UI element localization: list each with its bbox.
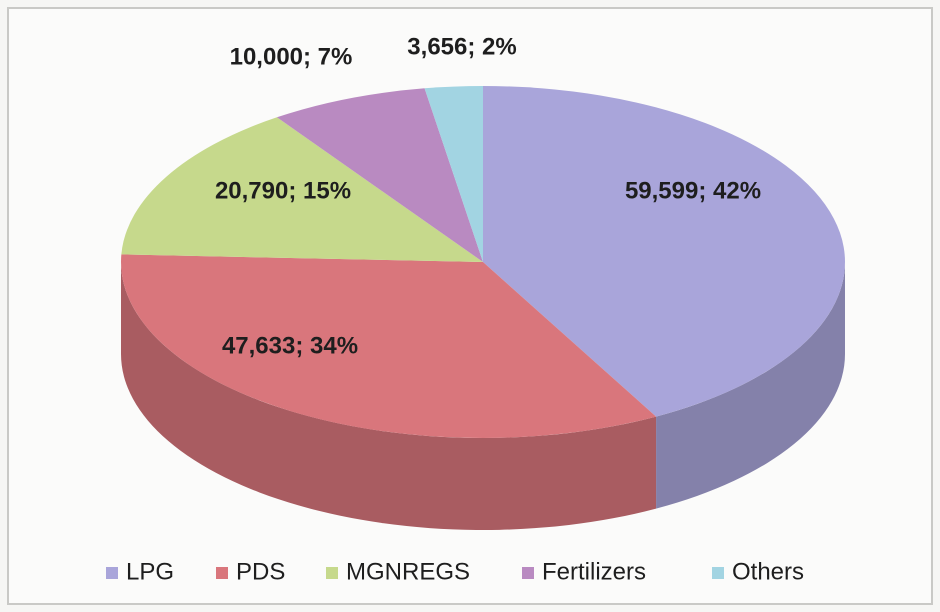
- legend-label: MGNREGS: [346, 558, 470, 585]
- slice-side: [656, 262, 845, 509]
- legend-label: PDS: [236, 558, 285, 585]
- slice: [424, 86, 483, 262]
- legend-label: Fertilizers: [542, 558, 646, 585]
- legend-swatch: [106, 567, 118, 579]
- legend-swatch: [216, 567, 228, 579]
- legend-swatch: [712, 567, 724, 579]
- data-label: 3,656; 2%: [407, 33, 516, 60]
- slice: [121, 254, 657, 438]
- data-label: 20,790; 15%: [215, 177, 351, 204]
- legend-swatch: [326, 567, 338, 579]
- slice: [121, 117, 483, 262]
- legend-label: LPG: [126, 558, 174, 585]
- slice-side: [121, 262, 657, 530]
- legend-label: Others: [732, 558, 804, 585]
- data-label: 10,000; 7%: [230, 43, 353, 70]
- data-label: 47,633; 34%: [222, 332, 358, 359]
- legend-swatch: [522, 567, 534, 579]
- slice: [483, 86, 845, 417]
- data-label: 59,599; 42%: [625, 177, 761, 204]
- slice: [276, 88, 483, 262]
